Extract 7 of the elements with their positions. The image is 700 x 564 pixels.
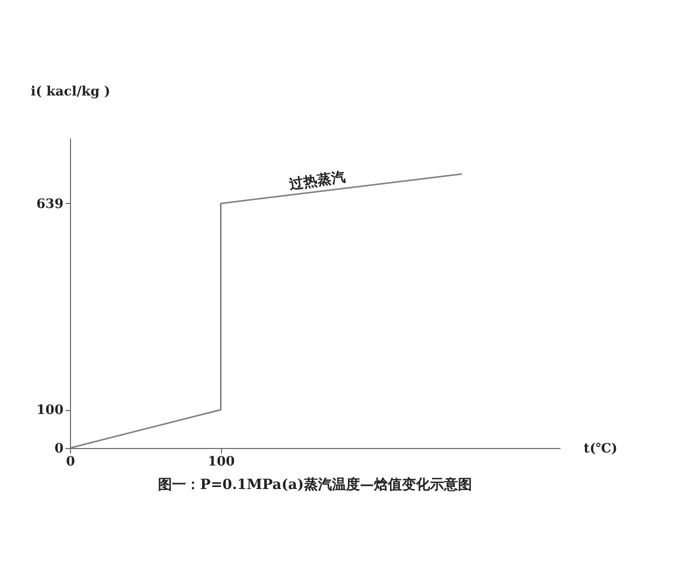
- y-tick-label: 100: [36, 403, 64, 418]
- text: 图一：P=0.1MPa(a)蒸汽温度—焓值变化示意图: [158, 476, 472, 493]
- y-tick-label: 0: [54, 442, 64, 456]
- y-axis-title: i( kacl/kg ): [30, 84, 110, 100]
- x-axis-title: t(℃): [584, 442, 618, 456]
- annotation: 过热蒸汽: [288, 169, 346, 193]
- y-tick-label: 639: [36, 196, 64, 212]
